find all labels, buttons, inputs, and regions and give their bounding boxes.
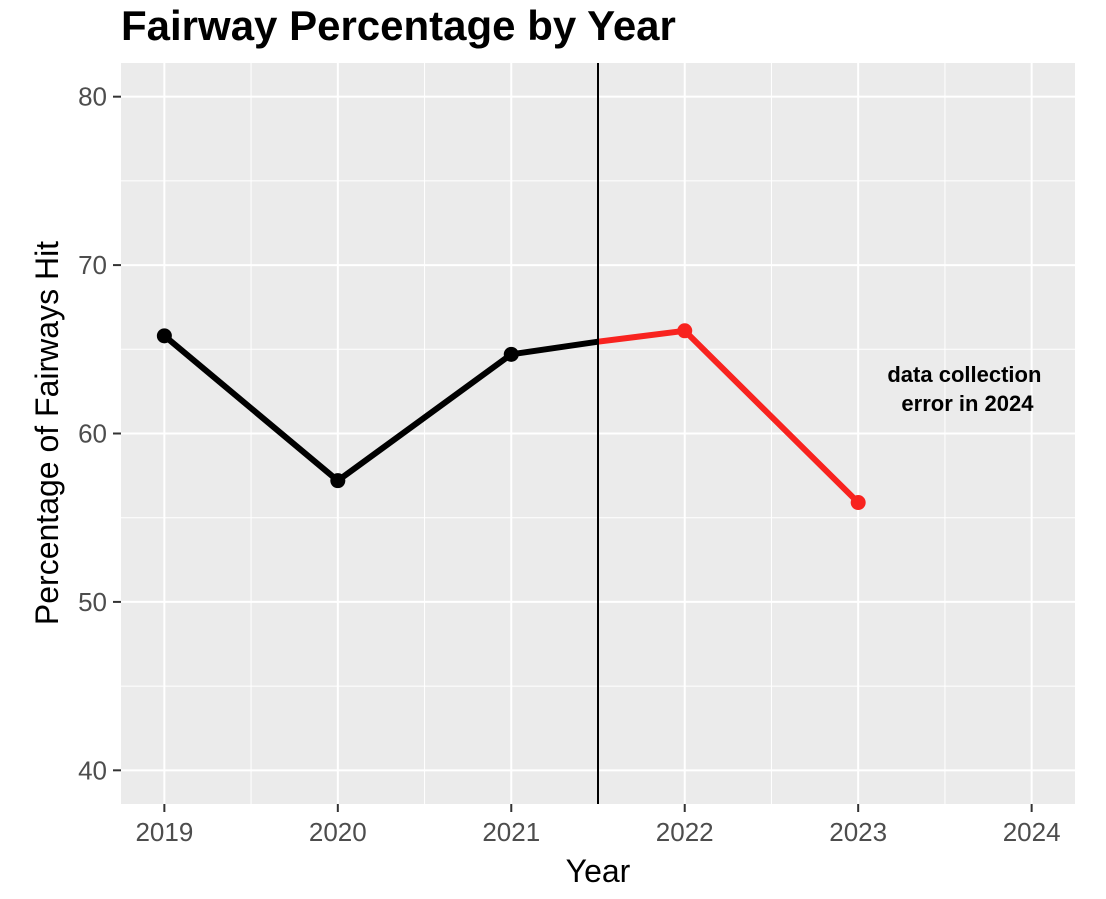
y-tick-label: 60 <box>78 419 107 449</box>
x-tick-label: 2021 <box>482 817 540 847</box>
data-point-2021 <box>503 346 519 362</box>
major-gridlines <box>121 63 1075 804</box>
series-line-0 <box>162 333 599 484</box>
y-tick-label: 70 <box>78 250 107 280</box>
annotation-line-1: data collection <box>887 362 1041 387</box>
x-tick-label: 2023 <box>829 817 887 847</box>
annotation: data collection error in 2024 <box>887 362 1047 416</box>
data-point-2019 <box>156 328 172 344</box>
data-point-2020 <box>330 473 346 489</box>
x-tick-label: 2019 <box>135 817 193 847</box>
y-tick-label: 50 <box>78 587 107 617</box>
x-tick-label: 2024 <box>1003 817 1061 847</box>
x-axis-title: Year <box>566 853 631 889</box>
data-point-2022 <box>677 323 693 339</box>
data-point-2023 <box>850 495 866 511</box>
data-points <box>156 323 866 511</box>
y-axis-title: Percentage of Fairways Hit <box>29 241 65 625</box>
y-tick-label: 80 <box>78 82 107 112</box>
x-tick-label: 2020 <box>309 817 367 847</box>
annotation-line-2: error in 2024 <box>901 391 1034 416</box>
chart-title: Fairway Percentage by Year <box>121 2 676 49</box>
x-axis: 2019 2020 2021 2022 2023 2024 <box>135 804 1061 847</box>
x-tick-label: 2022 <box>656 817 714 847</box>
y-tick-label: 40 <box>78 755 107 785</box>
y-axis: 40 50 60 70 80 <box>78 82 121 785</box>
